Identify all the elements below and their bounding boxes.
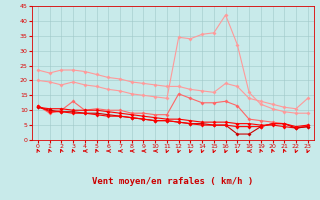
Text: Vent moyen/en rafales ( km/h ): Vent moyen/en rafales ( km/h ) <box>92 177 253 186</box>
